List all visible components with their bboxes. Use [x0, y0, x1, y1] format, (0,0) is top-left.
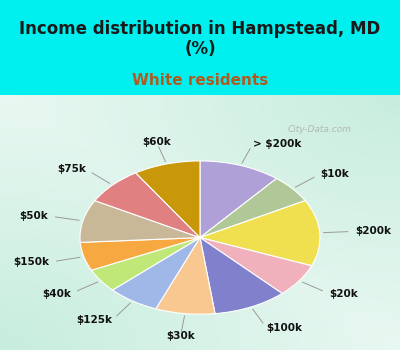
Text: City-Data.com: City-Data.com	[288, 125, 352, 134]
Wedge shape	[80, 201, 200, 243]
Wedge shape	[200, 178, 305, 238]
Text: $30k: $30k	[166, 331, 195, 342]
Wedge shape	[200, 238, 312, 293]
Text: $100k: $100k	[266, 323, 302, 333]
Text: White residents: White residents	[132, 73, 268, 88]
Text: Income distribution in Hampstead, MD
(%): Income distribution in Hampstead, MD (%)	[19, 20, 381, 58]
Text: $125k: $125k	[76, 315, 112, 325]
Wedge shape	[200, 201, 320, 266]
Wedge shape	[200, 161, 276, 238]
Text: $60k: $60k	[142, 137, 171, 147]
Wedge shape	[80, 238, 200, 270]
Text: $75k: $75k	[58, 164, 86, 174]
Text: $20k: $20k	[329, 289, 358, 299]
Text: > $200k: > $200k	[253, 139, 301, 149]
Wedge shape	[136, 161, 200, 238]
Text: $40k: $40k	[42, 289, 71, 299]
Text: $10k: $10k	[320, 169, 349, 179]
Wedge shape	[156, 238, 215, 314]
Wedge shape	[95, 173, 200, 238]
Text: $150k: $150k	[13, 257, 49, 267]
Text: $200k: $200k	[356, 226, 392, 236]
Wedge shape	[200, 238, 282, 314]
Text: $50k: $50k	[19, 211, 48, 221]
Wedge shape	[112, 238, 200, 309]
Wedge shape	[92, 238, 200, 290]
